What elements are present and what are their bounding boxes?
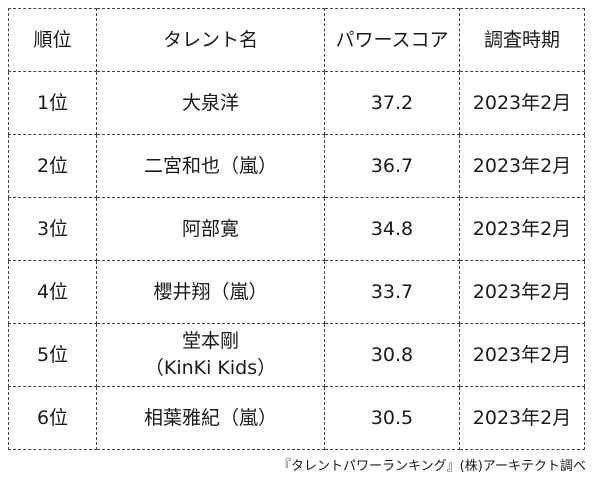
talent-group: （KinKi Kids） bbox=[144, 357, 277, 379]
score-cell: 36.7 bbox=[324, 134, 460, 198]
header-date: 調査時期 bbox=[459, 8, 585, 72]
rank-cell: 4位 bbox=[8, 260, 97, 324]
score-cell: 30.5 bbox=[324, 386, 460, 450]
score-cell: 37.2 bbox=[324, 71, 460, 135]
score-cell: 34.8 bbox=[324, 197, 460, 261]
rank-cell: 6位 bbox=[8, 386, 97, 450]
table-row: 6位 相葉雅紀（嵐） 30.5 2023年2月 bbox=[8, 386, 585, 450]
date-cell: 2023年2月 bbox=[459, 71, 585, 135]
talent-name: 大泉洋 bbox=[181, 91, 239, 114]
score-cell: 33.7 bbox=[324, 260, 460, 324]
talent-name: 相葉雅紀（嵐） bbox=[143, 406, 277, 429]
talent-name: 堂本剛 bbox=[181, 330, 239, 353]
talent-cell: 相葉雅紀（嵐） bbox=[96, 386, 325, 450]
talent-name: 櫻井翔（嵐） bbox=[153, 280, 268, 303]
talent-cell: 二宮和也（嵐） bbox=[96, 134, 325, 198]
header-talent: タレント名 bbox=[96, 8, 325, 72]
table-row: 2位 二宮和也（嵐） 36.7 2023年2月 bbox=[8, 134, 585, 198]
date-cell: 2023年2月 bbox=[459, 386, 585, 450]
table-row: 3位 阿部寛 34.8 2023年2月 bbox=[8, 197, 585, 261]
date-cell: 2023年2月 bbox=[459, 134, 585, 198]
rank-cell: 2位 bbox=[8, 134, 97, 198]
score-cell: 30.8 bbox=[324, 323, 460, 387]
table-row: 5位 堂本剛 （KinKi Kids） 30.8 2023年2月 bbox=[8, 323, 585, 387]
table-row: 4位 櫻井翔（嵐） 33.7 2023年2月 bbox=[8, 260, 585, 324]
header-score: パワースコア bbox=[324, 8, 460, 72]
ranking-table: 順位 タレント名 パワースコア 調査時期 1位 大泉洋 37.2 2023年2月… bbox=[8, 8, 585, 450]
rank-cell: 3位 bbox=[8, 197, 97, 261]
date-cell: 2023年2月 bbox=[459, 197, 585, 261]
date-cell: 2023年2月 bbox=[459, 260, 585, 324]
rank-cell: 5位 bbox=[8, 323, 97, 387]
table-row: 1位 大泉洋 37.2 2023年2月 bbox=[8, 71, 585, 135]
talent-name: 二宮和也（嵐） bbox=[143, 154, 277, 177]
talent-cell: 櫻井翔（嵐） bbox=[96, 260, 325, 324]
source-footnote: 『タレントパワーランキング』(株)アーキテクト調べ bbox=[278, 459, 586, 474]
talent-name: 阿部寛 bbox=[181, 217, 239, 240]
rank-cell: 1位 bbox=[8, 71, 97, 135]
header-row: 順位 タレント名 パワースコア 調査時期 bbox=[8, 8, 585, 72]
talent-cell: 大泉洋 bbox=[96, 71, 325, 135]
header-rank: 順位 bbox=[8, 8, 97, 72]
talent-cell: 阿部寛 bbox=[96, 197, 325, 261]
date-cell: 2023年2月 bbox=[459, 323, 585, 387]
talent-cell: 堂本剛 （KinKi Kids） bbox=[96, 323, 325, 387]
